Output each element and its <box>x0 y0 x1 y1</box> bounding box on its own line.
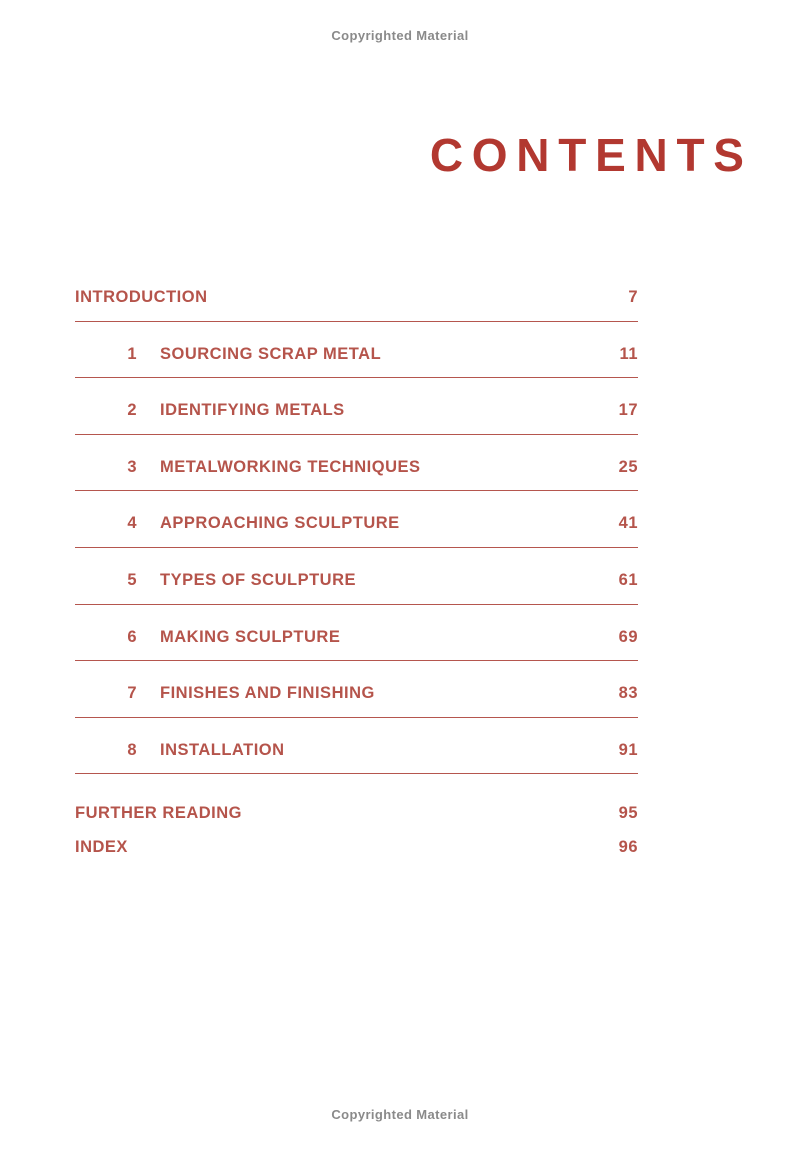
page-number: 61 <box>618 570 638 589</box>
chapter-number: 5 <box>127 570 137 589</box>
chapter-title: METALWORKING TECHNIQUES <box>160 457 421 476</box>
chapter-number: 7 <box>127 684 137 703</box>
page-number: 25 <box>618 457 638 476</box>
toc-entries: INTRODUCTION 7 1 SOURCING SCRAP METAL 11… <box>75 265 638 775</box>
copyright-notice-bottom: Copyrighted Material <box>331 1107 469 1122</box>
section-title: FURTHER READING <box>75 803 242 822</box>
chapter-number: 2 <box>127 401 137 420</box>
chapter-title: IDENTIFYING METALS <box>160 401 345 420</box>
toc-entry: FURTHER READING 95 <box>75 796 638 830</box>
chapter-number: 8 <box>127 740 137 759</box>
page-number: 96 <box>618 837 638 856</box>
page-number: 17 <box>618 401 638 420</box>
toc-entry: 8 INSTALLATION 91 <box>75 718 638 775</box>
table-of-contents: INTRODUCTION 7 1 SOURCING SCRAP METAL 11… <box>75 265 638 864</box>
toc-entry: 5 TYPES OF SCULPTURE 61 <box>75 548 638 605</box>
page-number: 41 <box>618 514 638 533</box>
toc-entry: 2 IDENTIFYING METALS 17 <box>75 378 638 435</box>
page-title: CONTENTS <box>429 129 753 181</box>
chapter-number: 1 <box>127 344 137 363</box>
chapter-title: APPROACHING SCULPTURE <box>160 514 400 533</box>
chapter-number: 4 <box>127 514 137 533</box>
chapter-number: 3 <box>127 457 137 476</box>
page-number: 7 <box>628 288 638 306</box>
toc-entry: 4 APPROACHING SCULPTURE 41 <box>75 491 638 548</box>
page-number: 83 <box>618 684 638 703</box>
page-number: 11 <box>619 344 638 363</box>
section-title: INDEX <box>75 837 128 856</box>
page-number: 95 <box>618 803 638 822</box>
toc-entry: INTRODUCTION 7 <box>75 265 638 322</box>
toc-entry: 1 SOURCING SCRAP METAL 11 <box>75 322 638 379</box>
copyright-notice-top: Copyrighted Material <box>331 28 469 43</box>
chapter-title: SOURCING SCRAP METAL <box>160 344 382 363</box>
chapter-title: TYPES OF SCULPTURE <box>160 570 357 589</box>
toc-entry: 3 METALWORKING TECHNIQUES 25 <box>75 435 638 492</box>
page-number: 69 <box>618 627 638 646</box>
chapter-number: 6 <box>127 627 137 646</box>
toc-entry: INDEX 96 <box>75 830 638 864</box>
page-number: 91 <box>618 740 638 759</box>
chapter-title: FINISHES AND FINISHING <box>160 684 375 703</box>
chapter-title: MAKING SCULPTURE <box>160 627 341 646</box>
toc-extras: FURTHER READING 95 INDEX 96 <box>75 796 638 864</box>
toc-entry: 7 FINISHES AND FINISHING 83 <box>75 661 638 718</box>
chapter-title: INTRODUCTION <box>75 288 208 306</box>
chapter-title: INSTALLATION <box>160 740 285 759</box>
toc-entry: 6 MAKING SCULPTURE 69 <box>75 605 638 662</box>
